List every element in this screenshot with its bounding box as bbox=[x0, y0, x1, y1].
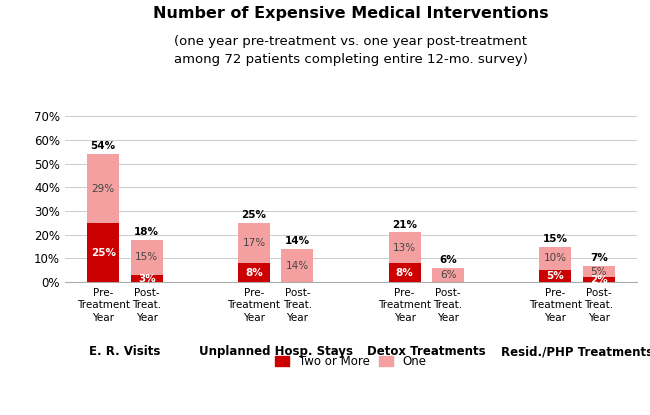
Text: 17%: 17% bbox=[242, 238, 265, 248]
Text: 6%: 6% bbox=[439, 255, 457, 265]
Text: 14%: 14% bbox=[285, 236, 310, 246]
Text: 54%: 54% bbox=[91, 141, 116, 151]
Text: 18%: 18% bbox=[134, 227, 159, 237]
Bar bbox=[583, 266, 615, 278]
Text: Unplanned Hosp. Stays: Unplanned Hosp. Stays bbox=[199, 345, 353, 358]
Bar bbox=[389, 263, 421, 282]
Text: Resid./PHP Treatments: Resid./PHP Treatments bbox=[501, 345, 650, 358]
Bar bbox=[389, 232, 421, 263]
Text: 2%: 2% bbox=[590, 275, 608, 285]
Bar bbox=[583, 278, 615, 282]
Text: Number of Expensive Medical Interventions: Number of Expensive Medical Intervention… bbox=[153, 6, 549, 21]
Text: 8%: 8% bbox=[396, 268, 413, 278]
Text: 29%: 29% bbox=[92, 183, 115, 193]
Bar bbox=[432, 268, 464, 282]
Text: 25%: 25% bbox=[241, 210, 266, 220]
Bar bbox=[87, 154, 119, 223]
Text: 8%: 8% bbox=[245, 268, 263, 278]
Bar bbox=[131, 239, 162, 275]
Text: 3%: 3% bbox=[138, 273, 155, 283]
Text: E. R. Visits: E. R. Visits bbox=[89, 345, 161, 358]
Text: 7%: 7% bbox=[590, 253, 608, 263]
Text: (one year pre-treatment vs. one year post-treatment
among 72 patients completing: (one year pre-treatment vs. one year pos… bbox=[174, 35, 528, 66]
Text: 5%: 5% bbox=[547, 271, 564, 281]
Bar bbox=[87, 223, 119, 282]
Bar bbox=[238, 263, 270, 282]
Text: 21%: 21% bbox=[392, 220, 417, 229]
Text: 6%: 6% bbox=[440, 270, 456, 280]
Text: 14%: 14% bbox=[286, 261, 309, 271]
Bar bbox=[281, 249, 313, 282]
Text: Detox Treatments: Detox Treatments bbox=[367, 345, 486, 358]
Text: 10%: 10% bbox=[544, 254, 567, 264]
Bar bbox=[540, 270, 571, 282]
Text: 13%: 13% bbox=[393, 243, 416, 253]
Text: 5%: 5% bbox=[590, 266, 607, 276]
Bar bbox=[238, 223, 270, 263]
Text: 15%: 15% bbox=[135, 252, 159, 262]
Text: 15%: 15% bbox=[543, 234, 568, 244]
Bar bbox=[540, 247, 571, 270]
Text: 25%: 25% bbox=[91, 248, 116, 258]
Bar bbox=[131, 275, 162, 282]
Legend: Two or More, One: Two or More, One bbox=[270, 350, 432, 373]
